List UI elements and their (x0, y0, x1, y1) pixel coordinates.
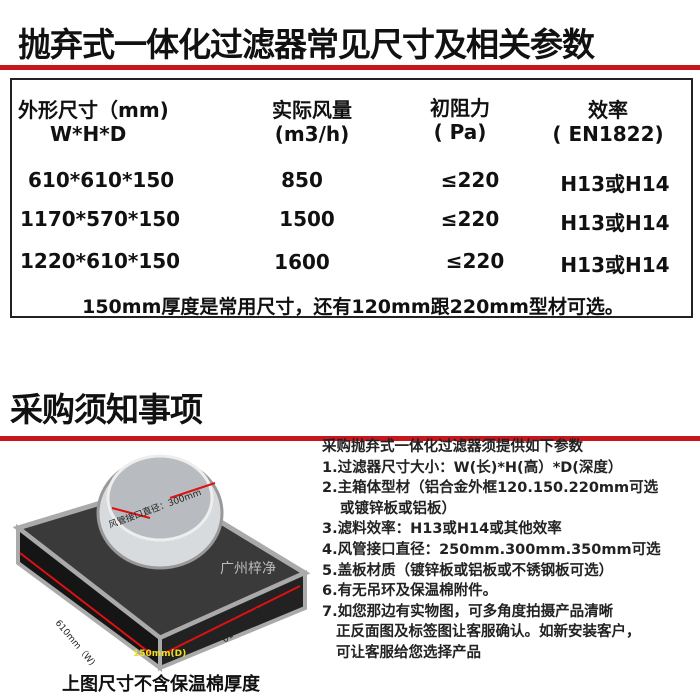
table-cell: H13或H14 (560, 211, 670, 235)
list-item: 1.过滤器尺寸大小：W(长)*H(高）*D(深度） (322, 459, 623, 476)
table-cell: H13或H14 (560, 253, 670, 277)
table-cell: H13或H14 (560, 172, 670, 196)
table-cell: 610*610*150 (28, 168, 175, 192)
list-item: 3.滤料效率：H13或H14或其他效率 (322, 521, 562, 538)
header-efficiency-unit: ( EN1822) (552, 122, 664, 146)
header-airflow-unit: (m3/h) (274, 122, 350, 146)
table-cell: 1500 (279, 207, 335, 231)
table-cell: ≤220 (445, 249, 505, 273)
width-label: 610mm（W) (53, 618, 98, 668)
table-note: 150mm厚度是常用尺寸，还有120mm跟220mm型材可选。 (82, 296, 624, 318)
list-item: 正反面图及标签图让客服确认。如新安装客户， (336, 624, 641, 641)
list-item: 或镀锌板或铝板） (340, 500, 456, 517)
table-cell: 1220*610*150 (20, 249, 181, 273)
page-title: 抛弃式一体化过滤器常见尺寸及相关参数 (18, 25, 595, 64)
list-item: 5.盖板材质（镀锌板或铝板或不锈钢板可选） (322, 562, 614, 579)
depth-label: 150mm(D) (133, 649, 186, 659)
table-cell: ≤220 (440, 168, 500, 192)
table-cell: ≤220 (440, 207, 500, 231)
section-divider (0, 436, 700, 441)
header-size-unit: W*H*D (50, 122, 127, 146)
list-item: 7.如您那边有实物图，可多角度拍摄产品清晰 (322, 603, 614, 620)
title-divider (0, 65, 700, 70)
requirements-list: 采购抛弃式一体化过滤器须提供如下参数 1.过滤器尺寸大小：W(长)*H(高）*D… (322, 437, 661, 664)
spec-table (10, 78, 693, 318)
watermark: 广州梓净 (220, 561, 276, 577)
list-item: 4.风管接口直径：250mm.300mm.350mm可选 (322, 541, 661, 558)
table-cell: 1170*570*150 (20, 207, 181, 231)
image-caption: 上图尺寸不含保温棉厚度 (62, 674, 260, 695)
section-title: 采购须知事项 (10, 390, 203, 429)
header-resistance-unit: ( Pa) (433, 120, 487, 144)
table-cell: 1600 (274, 250, 330, 274)
table-cell: 850 (281, 168, 323, 192)
header-efficiency: 效率 (588, 98, 628, 122)
header-resistance: 初阻力 (430, 96, 490, 120)
filter-product-image: 风管接口直径：300mm 广州梓净 610mm（W) 610mm(H) 150m… (12, 454, 311, 672)
header-airflow: 实际风量 (272, 98, 352, 122)
header-size: 外形尺寸（mm) (18, 98, 169, 122)
list-item: 可让客服给您选择产品 (336, 644, 481, 661)
requirements-intro: 采购抛弃式一体化过滤器须提供如下参数 (322, 439, 583, 455)
list-item: 6.有无吊环及保温棉附件。 (322, 583, 498, 600)
list-item: 2.主箱体型材（铝合金外框120.150.220mm可选 (322, 480, 659, 497)
